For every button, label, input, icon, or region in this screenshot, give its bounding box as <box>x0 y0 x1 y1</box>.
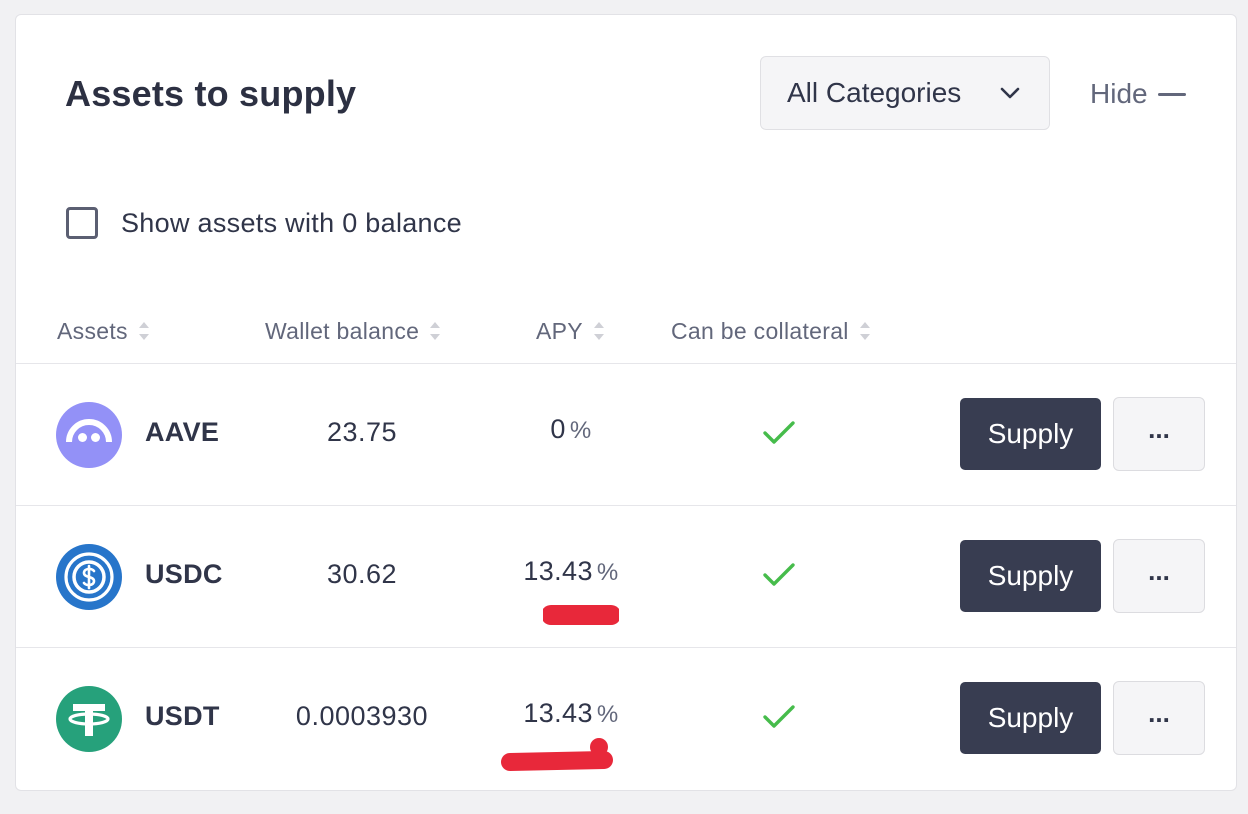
table-divider <box>16 647 1236 648</box>
collateral-check-icon <box>763 421 795 444</box>
asset-symbol: AAVE <box>145 417 220 447</box>
category-dropdown[interactable]: All Categories <box>760 56 1050 130</box>
red-annotation-underline <box>543 605 619 625</box>
supply-button[interactable]: Supply <box>960 540 1101 612</box>
apy-unit: % <box>569 417 592 444</box>
apy-unit: % <box>596 701 619 728</box>
column-header-wallet-balance[interactable]: Wallet balance <box>265 315 441 347</box>
column-label-apy: APY <box>536 317 583 344</box>
aave-icon <box>56 402 122 468</box>
table-row: USDT 0.0003930 13.43% Supply ... <box>16 648 1236 790</box>
table-divider <box>16 505 1236 506</box>
column-label-assets: Assets <box>57 317 128 344</box>
apy-value: 13.43% <box>486 556 656 587</box>
column-label-can-be-collateral: Can be collateral <box>671 317 849 344</box>
table-row: AAVE 23.75 0% Supply ... <box>16 364 1236 506</box>
column-label-wallet-balance: Wallet balance <box>265 317 420 344</box>
section-title: Assets to supply <box>65 73 357 114</box>
asset-symbol: USDT <box>145 701 220 731</box>
apy-unit: % <box>596 559 619 586</box>
wallet-balance: 30.62 <box>326 559 398 589</box>
apy-number: 13.43 <box>523 556 593 586</box>
more-options-button[interactable]: ... <box>1113 397 1205 471</box>
more-options-button[interactable]: ... <box>1113 539 1205 613</box>
asset-symbol: USDC <box>145 559 223 589</box>
assets-to-supply-card: Assets to supply All Categories Hide Sho… <box>15 14 1237 791</box>
hide-label: Hide <box>1090 78 1148 109</box>
apy-number: 0 <box>550 414 566 444</box>
sort-icon <box>429 320 441 342</box>
collateral-check-icon <box>763 705 795 728</box>
sort-icon <box>593 320 605 342</box>
more-options-button[interactable]: ... <box>1113 681 1205 755</box>
apy-value: 13.43% <box>486 698 656 729</box>
collateral-check-icon <box>763 563 795 586</box>
supply-button[interactable]: Supply <box>960 682 1101 754</box>
column-header-assets[interactable]: Assets <box>57 315 150 347</box>
show-zero-balance-toggle[interactable]: Show assets with 0 balance <box>66 205 462 241</box>
show-zero-balance-label: Show assets with 0 balance <box>121 207 462 238</box>
table-row: USDC 30.62 13.43% Supply ... <box>16 506 1236 648</box>
wallet-balance: 23.75 <box>326 417 398 447</box>
column-header-can-be-collateral[interactable]: Can be collateral <box>671 315 871 347</box>
hide-button[interactable]: Hide <box>1090 77 1186 111</box>
usdc-icon <box>56 544 122 610</box>
column-header-apy[interactable]: APY <box>536 315 605 347</box>
apy-value: 0% <box>486 414 656 445</box>
red-annotation-underline <box>501 738 613 771</box>
apy-number: 13.43 <box>523 698 593 728</box>
table-divider <box>16 363 1236 364</box>
show-zero-balance-checkbox[interactable] <box>66 207 98 239</box>
usdt-icon <box>56 686 122 752</box>
chevron-down-icon <box>1000 87 1020 99</box>
wallet-balance: 0.0003930 <box>295 701 429 731</box>
minus-icon <box>1157 92 1186 96</box>
category-dropdown-value: All Categories <box>787 77 962 108</box>
sort-icon <box>138 320 150 342</box>
supply-button[interactable]: Supply <box>960 398 1101 470</box>
sort-icon <box>859 320 871 342</box>
